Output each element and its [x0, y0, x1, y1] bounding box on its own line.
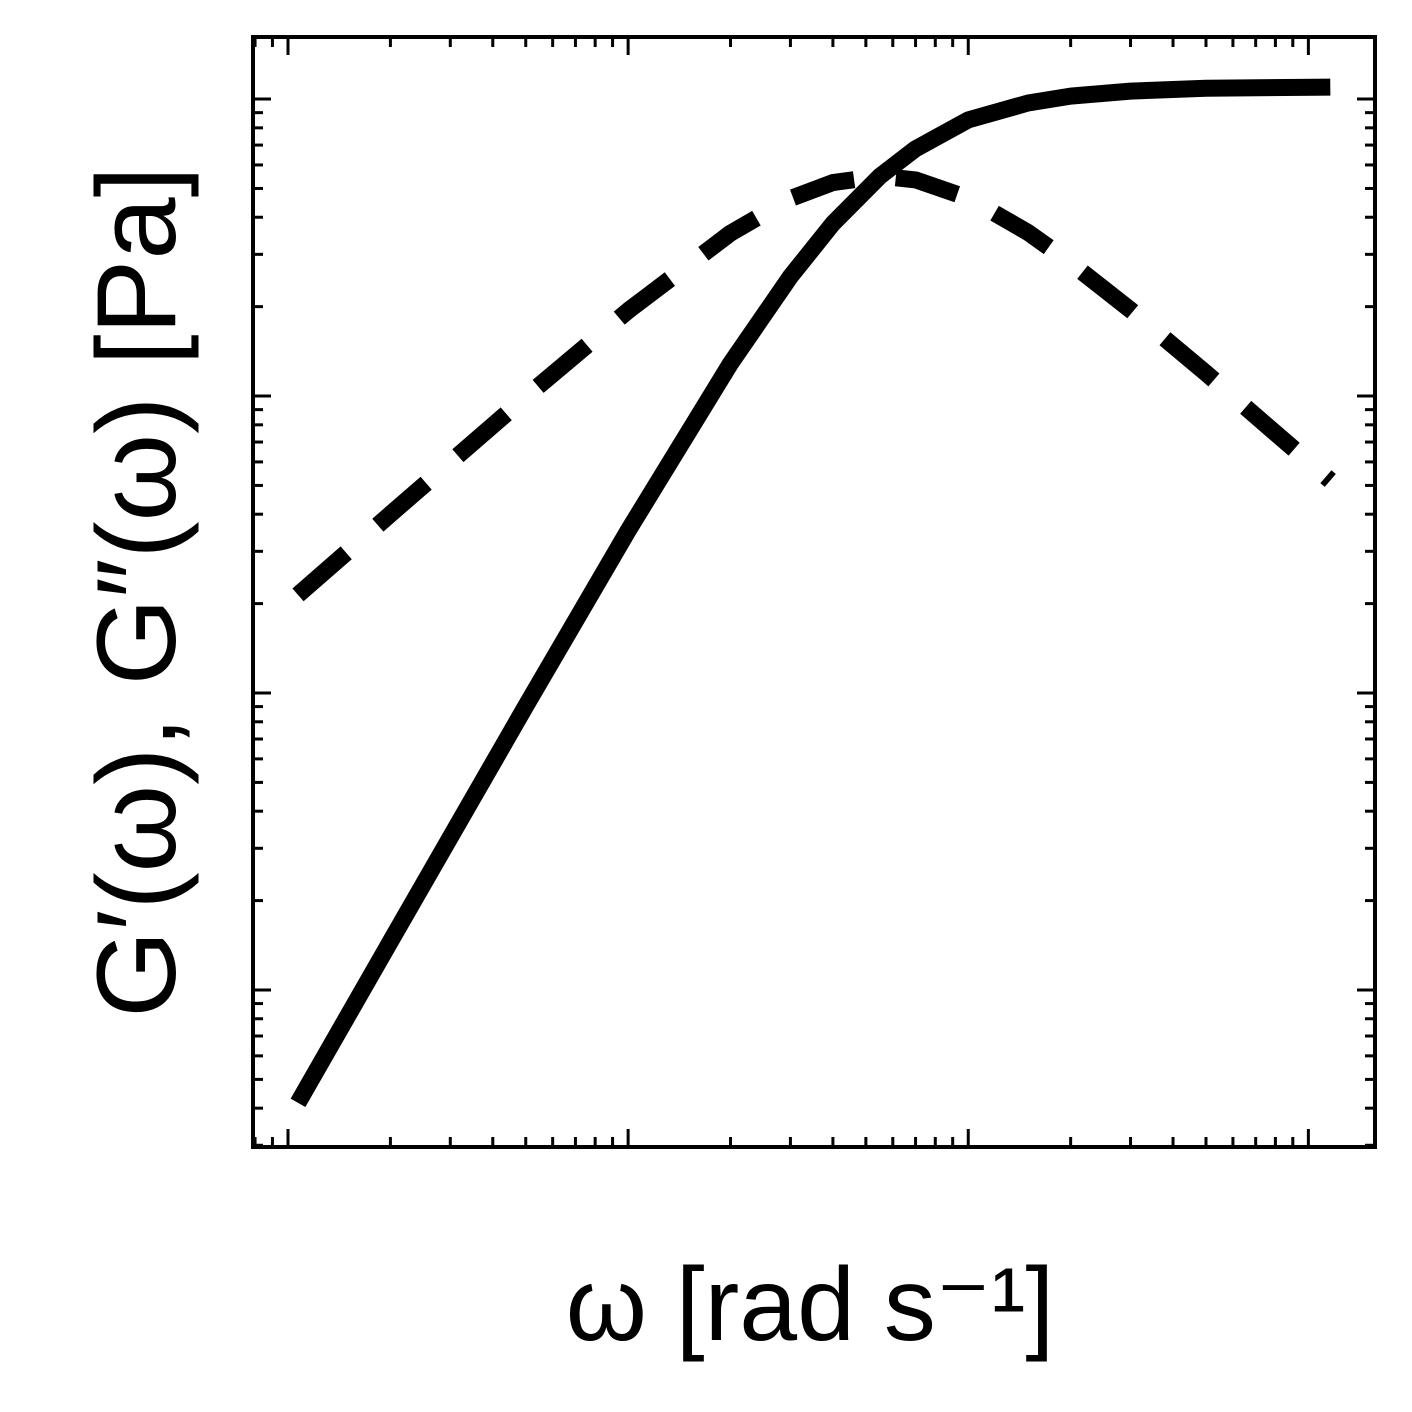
plot-frame: [251, 35, 1377, 1149]
series-line: [290, 78, 1331, 1108]
y-axis-label: G′(ω), G″(ω) [Pa]: [74, 166, 199, 1018]
series-line: [292, 167, 1336, 602]
x-axis-label: ω [rad s⁻¹]: [566, 1247, 1055, 1363]
